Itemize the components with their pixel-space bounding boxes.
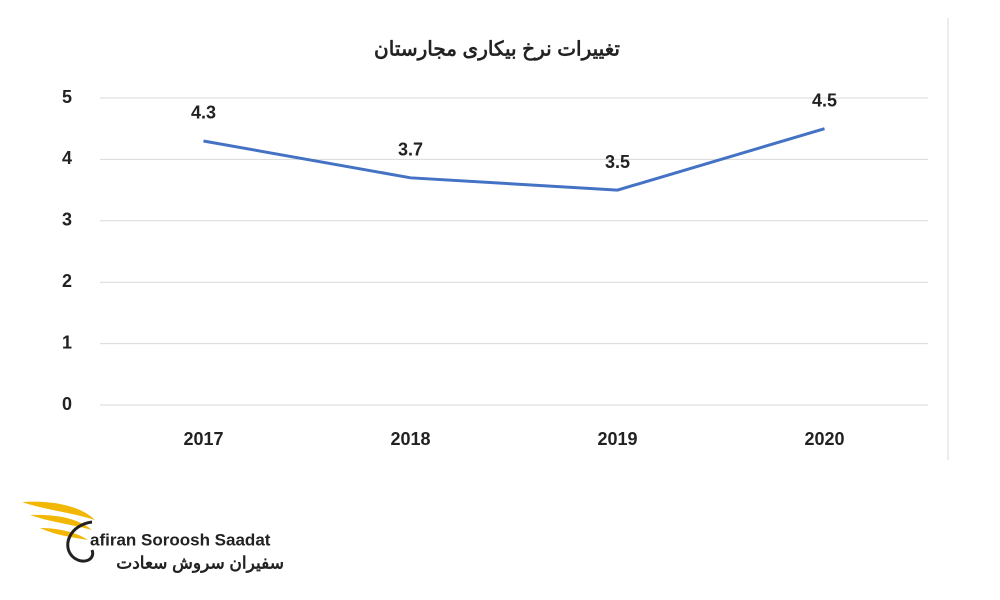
x-tick-label: 2018 xyxy=(390,429,430,449)
data-label: 3.5 xyxy=(605,152,630,172)
logo-wing xyxy=(22,501,95,540)
data-label: 4.3 xyxy=(191,103,216,123)
logo-name-en: afiran Soroosh Saadat xyxy=(90,530,271,549)
y-tick-label: 2 xyxy=(62,271,72,291)
x-tick-label: 2019 xyxy=(597,429,637,449)
chart-title: تغییرات نرخ بیکاری مجارستان xyxy=(374,38,620,61)
y-tick-label: 4 xyxy=(62,148,72,168)
y-tick-label: 0 xyxy=(62,394,72,414)
data-line xyxy=(203,127,825,192)
logo-name-fa: سفیران سروش سعادت xyxy=(116,553,284,573)
y-tick-label: 5 xyxy=(62,87,72,107)
x-tick-label: 2017 xyxy=(183,429,223,449)
y-tick-label: 1 xyxy=(62,332,72,352)
x-tick-label: 2020 xyxy=(804,429,844,449)
logo: afiran Soroosh Saadat سفیران سروش سعادت xyxy=(22,501,284,573)
data-label: 4.5 xyxy=(812,90,837,110)
y-tick-label: 3 xyxy=(62,210,72,230)
logo-s xyxy=(66,520,95,563)
data-label: 3.7 xyxy=(398,140,423,160)
